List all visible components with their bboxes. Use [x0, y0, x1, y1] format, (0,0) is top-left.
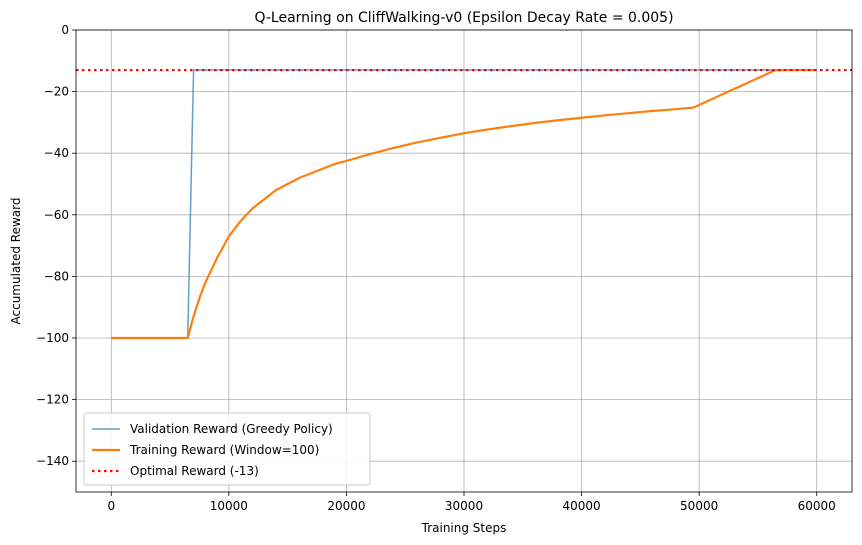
x-tick-label: 30000: [445, 499, 483, 513]
chart-title: Q-Learning on CliffWalking-v0 (Epsilon D…: [254, 10, 673, 26]
x-tick-label: 10000: [210, 499, 248, 513]
series-lines: [76, 68, 852, 340]
y-tick-label: −120: [36, 393, 69, 407]
legend-box: [83, 412, 371, 486]
x-axis-label: Training Steps: [421, 521, 507, 535]
x-tick-label: 0: [107, 499, 115, 513]
legend-entry-label: Optimal Reward (-13): [130, 464, 259, 478]
x-tick-label: 20000: [327, 499, 365, 513]
x-tick-label: 50000: [680, 499, 718, 513]
legend: Validation Reward (Greedy Policy) Trainin…: [83, 412, 371, 486]
y-tick-label: −140: [36, 454, 69, 468]
legend-entry-label: Training Reward (Window=100): [129, 443, 319, 457]
legend-entry-label: Validation Reward (Greedy Policy): [130, 422, 333, 436]
y-tick-label: −60: [44, 208, 69, 222]
y-tick-label: −80: [44, 269, 69, 283]
series-line-training-reward: [111, 68, 817, 340]
y-axis-label: Accumulated Reward: [9, 198, 23, 325]
y-tick-label: −40: [44, 146, 69, 160]
x-tick-label: 40000: [562, 499, 600, 513]
y-tick-label: 0: [61, 23, 69, 37]
x-tick-label: 60000: [798, 499, 836, 513]
axis-ticks: 0 10000 20000 30000 40000 50000 60000 0 −20 −40 −6…: [36, 23, 836, 513]
y-tick-label: −20: [44, 85, 69, 99]
y-tick-label: −100: [36, 331, 69, 345]
